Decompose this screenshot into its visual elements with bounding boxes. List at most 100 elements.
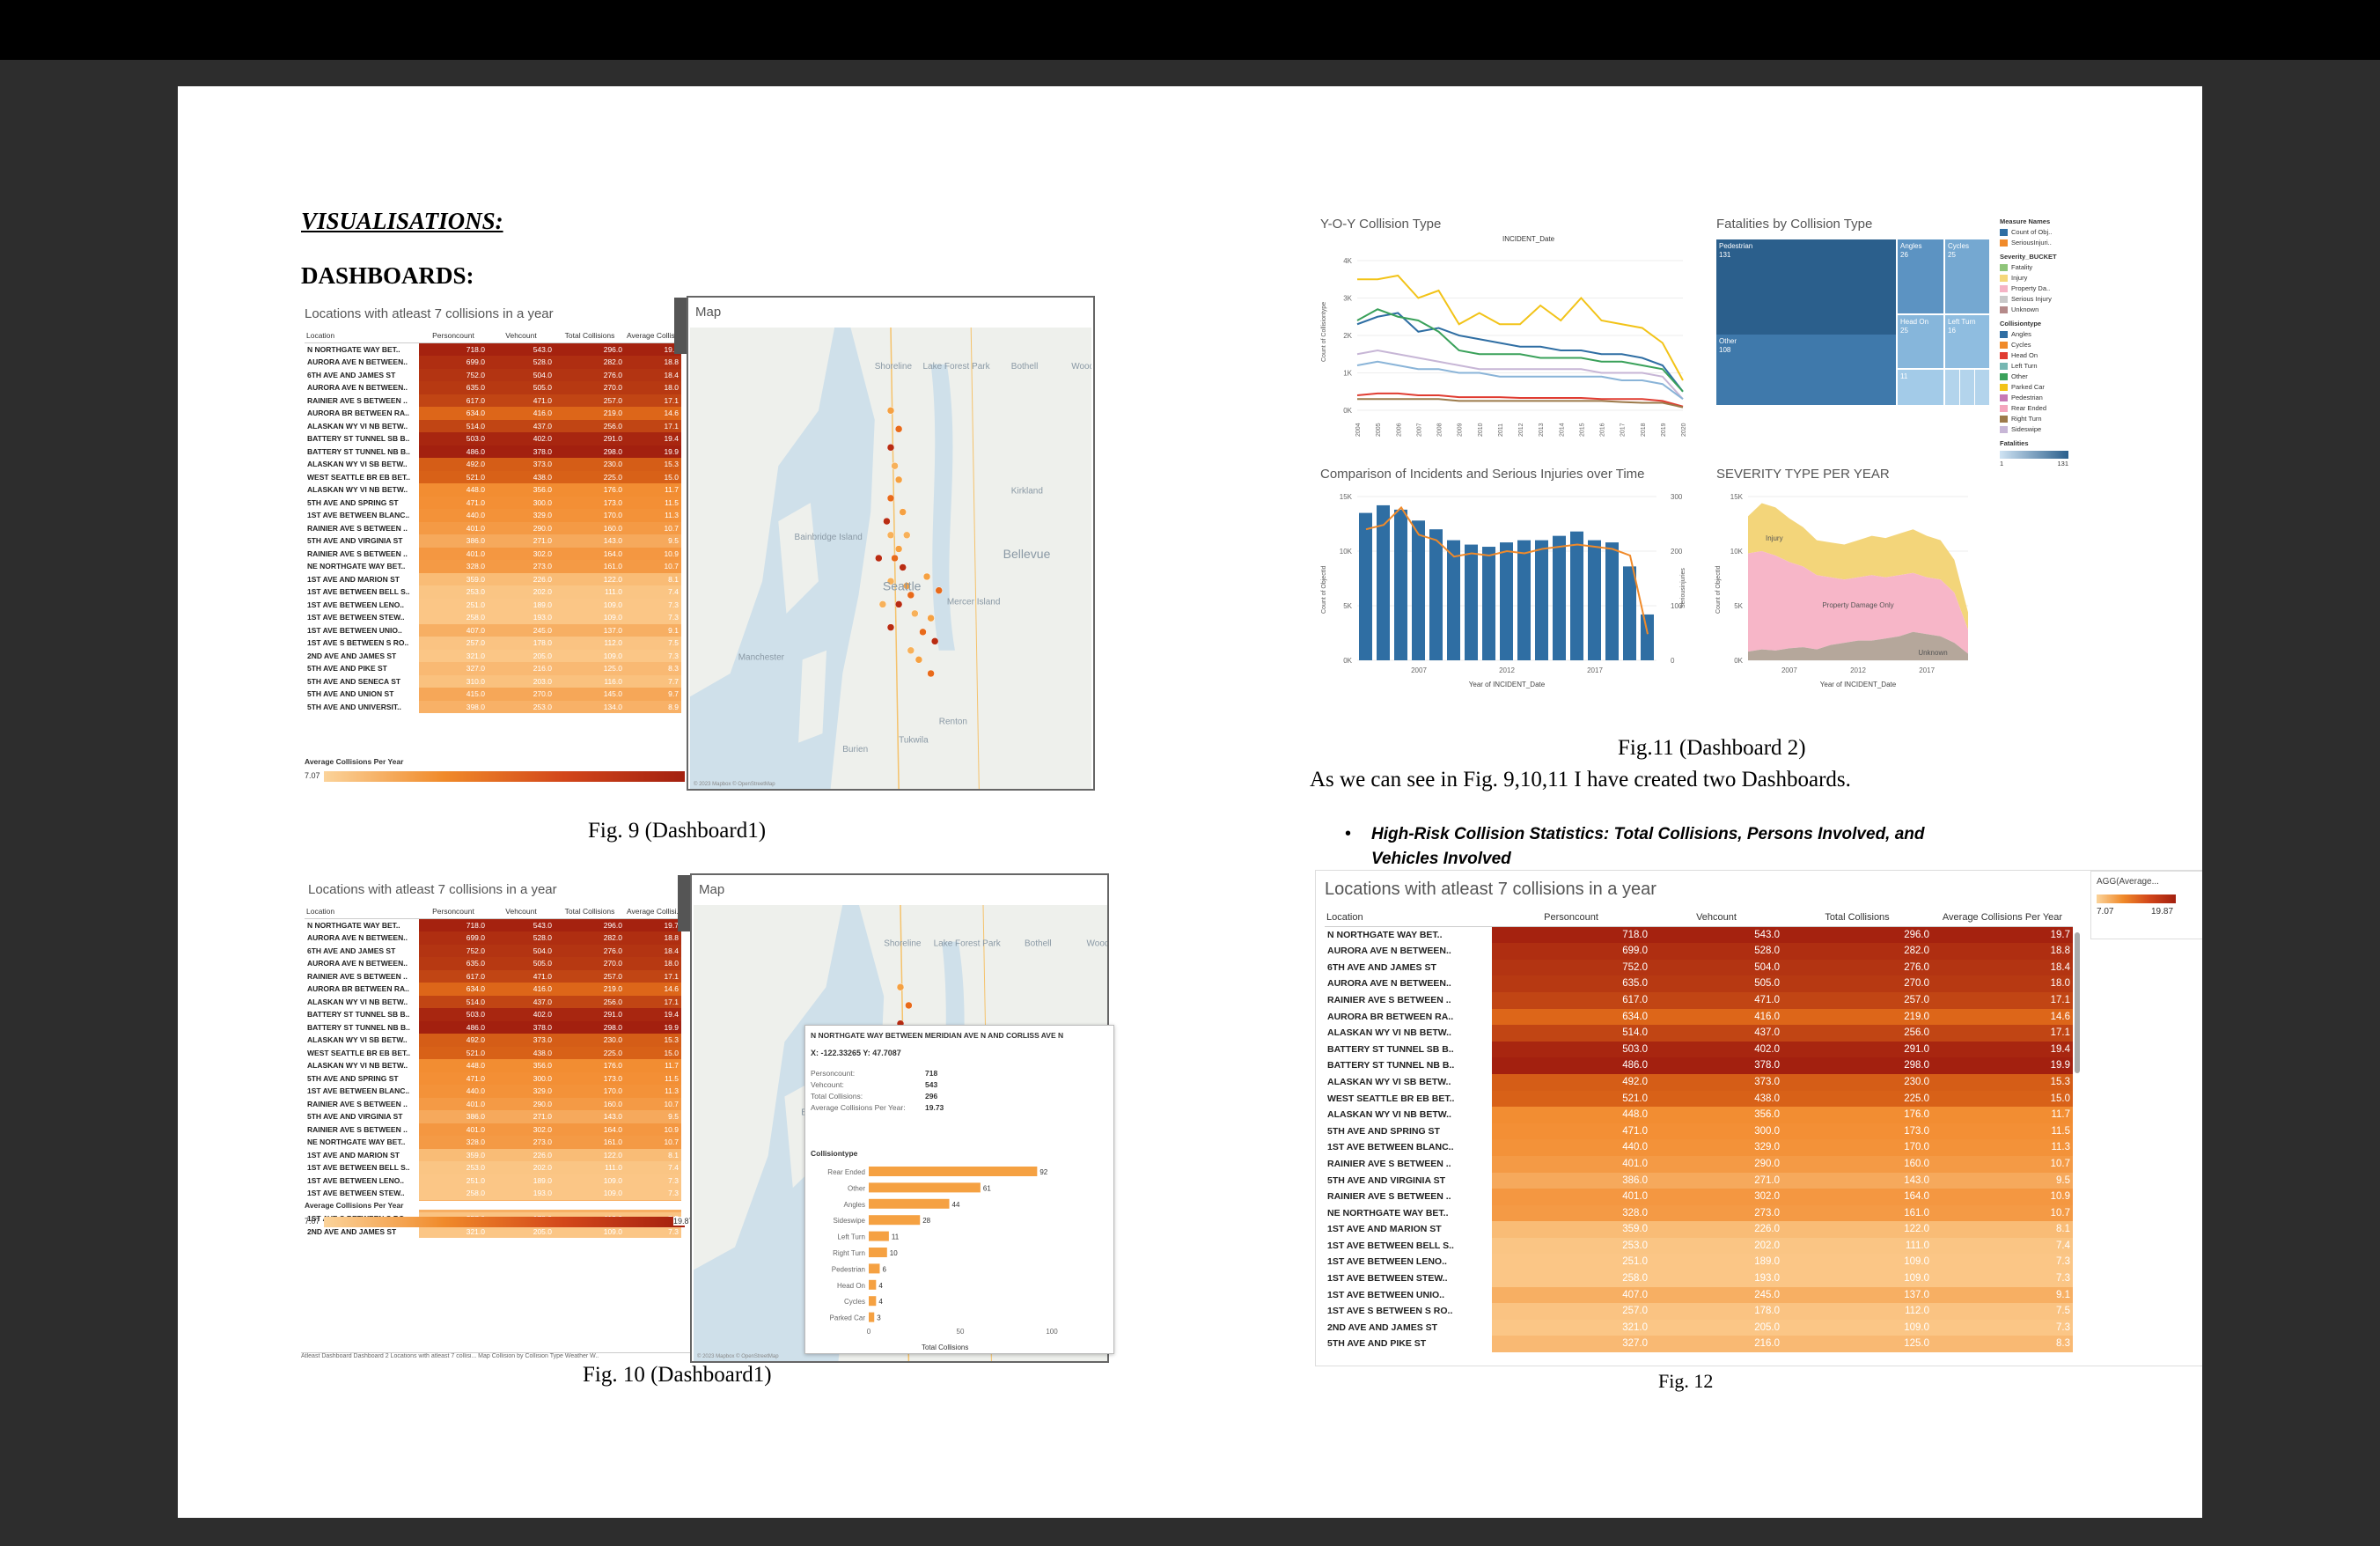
table-row[interactable]: BATTERY ST TUNNEL SB B.. 503.0 402.0 291.0 1… [305, 432, 681, 445]
table-row[interactable]: ALASKAN WY VI NB BETW.. 514.0 437.0 256.0 17… [305, 995, 681, 1008]
table-row[interactable]: BATTERY ST TUNNEL SB B.. 503.0 402.0 291.0 1… [1325, 1041, 2073, 1058]
legend-item[interactable]: SeriousInjuri.. [2000, 238, 2097, 248]
table-row[interactable]: AURORA AVE N BETWEEN.. 635.0 505.0 270.0 18.… [305, 957, 681, 970]
table-row[interactable]: ALASKAN WY VI NB BETW.. 448.0 356.0 176.0 11… [1325, 1107, 2073, 1123]
table-row[interactable]: AURORA AVE N BETWEEN.. 635.0 505.0 270.0 18.… [305, 381, 681, 394]
table-row[interactable]: BATTERY ST TUNNEL SB B.. 503.0 402.0 291.0 1… [305, 1008, 681, 1021]
legend-item[interactable]: Other [2000, 372, 2097, 382]
legend-item[interactable]: Fatality [2000, 262, 2097, 273]
table-row[interactable]: 2ND AVE AND JAMES ST 321.0 205.0 109.0 7.3 [305, 1225, 681, 1238]
legend-item[interactable]: Property Da.. [2000, 283, 2097, 294]
table-row[interactable]: AURORA BR BETWEEN RA.. 634.0 416.0 219.0 14.… [305, 407, 681, 420]
column-header[interactable]: Average Collisi.. [625, 329, 681, 343]
table-row[interactable]: 5TH AVE AND UNION ST 415.0 270.0 145.0 9.7 [305, 688, 681, 701]
table-row[interactable]: 2ND AVE AND JAMES ST 321.0 205.0 109.0 7.3 [305, 649, 681, 662]
table-row[interactable]: 5TH AVE AND PIKE ST 327.0 216.0 125.0 8.3 [1325, 1336, 2073, 1353]
legend-item[interactable]: Right Turn [2000, 414, 2097, 424]
legend-item[interactable]: Angles [2000, 329, 2097, 340]
table-row[interactable]: RAINIER AVE S BETWEEN .. 401.0 290.0 160.0 1… [1325, 1155, 2073, 1173]
table-row[interactable]: 6TH AVE AND JAMES ST 752.0 504.0 276.0 18.4 [1325, 959, 2073, 976]
table-row[interactable]: 5TH AVE AND SPRING ST 471.0 300.0 173.0 11.5 [305, 496, 681, 509]
table-row[interactable]: RAINIER AVE S BETWEEN .. 617.0 471.0 257.0 1… [305, 394, 681, 407]
table-row[interactable]: 1ST AVE BETWEEN STEW.. 258.0 193.0 109.0 7.3 [1325, 1270, 2073, 1287]
treemap-cell[interactable] [1945, 370, 1959, 405]
table-row[interactable]: RAINIER AVE S BETWEEN .. 401.0 302.0 164.0 1… [305, 547, 681, 560]
table-row[interactable]: 1ST AVE BETWEEN BELL S.. 253.0 202.0 111.0 7… [305, 585, 681, 599]
table-row[interactable]: RAINIER AVE S BETWEEN .. 401.0 290.0 160.0 1… [305, 1097, 681, 1110]
table-row[interactable]: WEST SEATTLE BR EB BET.. 521.0 438.0 225.0 1… [305, 1046, 681, 1059]
table-row[interactable]: N NORTHGATE WAY BET.. 718.0 543.0 296.0 19.7 [1325, 926, 2073, 944]
table-row[interactable]: AURORA AVE N BETWEEN.. 699.0 528.0 282.0 18.… [1325, 943, 2073, 960]
column-header[interactable]: Vehcount [1650, 909, 1782, 927]
legend-item[interactable]: Count of Obj.. [2000, 227, 2097, 238]
table-row[interactable]: 1ST AVE BETWEEN STEW.. 258.0 193.0 109.0 7.3 [305, 1187, 681, 1200]
table-row[interactable]: 2ND AVE AND JAMES ST 321.0 205.0 109.0 7.3 [1325, 1319, 2073, 1336]
legend-item[interactable]: Serious Injury [2000, 294, 2097, 305]
table-row[interactable]: ALASKAN WY VI SB BETW.. 492.0 373.0 230.0 15… [305, 1034, 681, 1047]
table-row[interactable]: 1ST AVE BETWEEN STEW.. 258.0 193.0 109.0 7.3 [305, 611, 681, 624]
legend-item[interactable]: Injury [2000, 273, 2097, 283]
table-row[interactable]: 1ST AVE BETWEEN LENO.. 251.0 189.0 109.0 7.3 [305, 598, 681, 611]
treemap-cell[interactable] [1975, 370, 1989, 405]
table-row[interactable]: 1ST AVE AND MARION ST 359.0 226.0 122.0 8.1 [305, 1148, 681, 1161]
table-row[interactable]: BATTERY ST TUNNEL NB B.. 486.0 378.0 298.0 1… [305, 445, 681, 458]
table-row[interactable]: NE NORTHGATE WAY BET.. 328.0 273.0 161.0 10.… [305, 1136, 681, 1149]
scrollbar[interactable] [2075, 932, 2080, 1073]
legend-item[interactable]: Parked Car [2000, 382, 2097, 393]
legend-item[interactable]: Unknown [2000, 305, 2097, 315]
column-header[interactable]: Total Collisions [555, 329, 625, 343]
column-header[interactable]: Personcount [419, 329, 488, 343]
table-row[interactable]: WEST SEATTLE BR EB BET.. 521.0 438.0 225.0 1… [1325, 1090, 2073, 1108]
table-row[interactable]: AURORA AVE N BETWEEN.. 699.0 528.0 282.0 18.… [305, 356, 681, 369]
column-header[interactable]: Personcount [419, 905, 488, 919]
table-row[interactable]: 5TH AVE AND SPRING ST 471.0 300.0 173.0 11.5 [305, 1071, 681, 1085]
table-row[interactable]: NE NORTHGATE WAY BET.. 328.0 273.0 161.0 10.… [305, 560, 681, 573]
column-header[interactable]: Total Collisions [555, 905, 625, 919]
table-row[interactable]: 1ST AVE AND MARION ST 359.0 226.0 122.0 8.1 [1325, 1221, 2073, 1238]
table-row[interactable]: WEST SEATTLE BR EB BET.. 521.0 438.0 225.0 1… [305, 470, 681, 483]
table-row[interactable]: N NORTHGATE WAY BET.. 718.0 543.0 296.0 19.7 [305, 918, 681, 931]
table-row[interactable]: 1ST AVE BETWEEN BLANC.. 440.0 329.0 170.0 11… [305, 1085, 681, 1098]
table-row[interactable]: 5TH AVE AND VIRGINIA ST 386.0 271.0 143.0 9.… [1325, 1172, 2073, 1189]
column-header[interactable]: Personcount [1492, 909, 1650, 927]
table-row[interactable]: AURORA BR BETWEEN RA.. 634.0 416.0 219.0 14.… [1325, 1008, 2073, 1026]
treemap-cell[interactable]: Angles 26 [1898, 239, 1943, 313]
treemap-cell[interactable]: Other 108 [1716, 335, 1896, 405]
table-row[interactable]: ALASKAN WY VI SB BETW.. 492.0 373.0 230.0 15… [1325, 1073, 2073, 1091]
column-header[interactable]: Vehcount [488, 905, 555, 919]
column-header[interactable]: Average Collisions Per Year [1932, 909, 2073, 927]
table-row[interactable]: 1ST AVE BETWEEN LENO.. 251.0 189.0 109.0 7.3 [305, 1174, 681, 1187]
table-row[interactable]: N NORTHGATE WAY BET.. 718.0 543.0 296.0 19.7 [305, 342, 681, 356]
table-row[interactable]: NE NORTHGATE WAY BET.. 328.0 273.0 161.0 10.… [1325, 1204, 2073, 1222]
legend-item[interactable]: Cycles [2000, 340, 2097, 350]
treemap-cell[interactable]: Cycles 25 [1945, 239, 1989, 313]
table-row[interactable]: 1ST AVE AND MARION ST 359.0 226.0 122.0 8.1 [305, 572, 681, 585]
treemap-cell[interactable]: Head On 25 [1898, 315, 1943, 368]
table-row[interactable]: 5TH AVE AND VIRGINIA ST 386.0 271.0 143.0 9.… [305, 534, 681, 548]
legend-item[interactable]: Rear Ended [2000, 403, 2097, 414]
table-row[interactable]: 5TH AVE AND UNIVERSIT.. 398.0 253.0 134.0 8.… [305, 700, 681, 713]
table-row[interactable]: ALASKAN WY VI NB BETW.. 514.0 437.0 256.0 17… [1325, 1025, 2073, 1042]
table-row[interactable]: RAINIER AVE S BETWEEN .. 401.0 302.0 164.0 1… [305, 1123, 681, 1136]
table-row[interactable]: RAINIER AVE S BETWEEN .. 401.0 290.0 160.0 1… [305, 521, 681, 534]
table-row[interactable]: 1ST AVE BETWEEN BLANC.. 440.0 329.0 170.0 11… [305, 509, 681, 522]
table-row[interactable]: RAINIER AVE S BETWEEN .. 401.0 302.0 164.0 1… [1325, 1189, 2073, 1205]
treemap-cell[interactable] [1960, 370, 1974, 405]
table-row[interactable]: AURORA AVE N BETWEEN.. 635.0 505.0 270.0 18.… [1325, 975, 2073, 992]
column-header[interactable]: Location [1325, 909, 1492, 927]
table-row[interactable]: 6TH AVE AND JAMES ST 752.0 504.0 276.0 18.4 [305, 368, 681, 381]
table-row[interactable]: ALASKAN WY VI NB BETW.. 448.0 356.0 176.0 11… [305, 483, 681, 497]
table-row[interactable]: 1ST AVE BETWEEN BELL S.. 253.0 202.0 111.0 7… [305, 1161, 681, 1174]
table-row[interactable]: 5TH AVE AND VIRGINIA ST 386.0 271.0 143.0 9.… [305, 1110, 681, 1123]
legend-item[interactable]: Head On [2000, 350, 2097, 361]
table-row[interactable]: 5TH AVE AND SPRING ST 471.0 300.0 173.0 11.5 [1325, 1123, 2073, 1140]
table-row[interactable]: ALASKAN WY VI SB BETW.. 492.0 373.0 230.0 15… [305, 458, 681, 471]
column-header[interactable]: Vehcount [488, 329, 555, 343]
map-toolbar[interactable] [674, 298, 687, 354]
table-row[interactable]: ALASKAN WY VI NB BETW.. 448.0 356.0 176.0 11… [305, 1059, 681, 1072]
table-row[interactable]: 1ST AVE BETWEEN LENO.. 251.0 189.0 109.0 7.3 [1325, 1254, 2073, 1271]
bottom-tabs[interactable]: Atleast Dashboard Dashboard 2 Locations … [301, 1352, 963, 1363]
